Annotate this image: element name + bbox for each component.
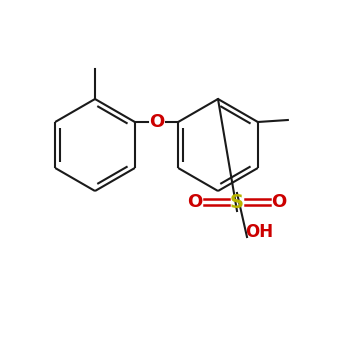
Text: O: O — [271, 193, 287, 211]
Text: OH: OH — [245, 223, 273, 241]
Text: O: O — [149, 113, 164, 131]
Text: S: S — [230, 193, 244, 211]
Text: O: O — [187, 193, 203, 211]
